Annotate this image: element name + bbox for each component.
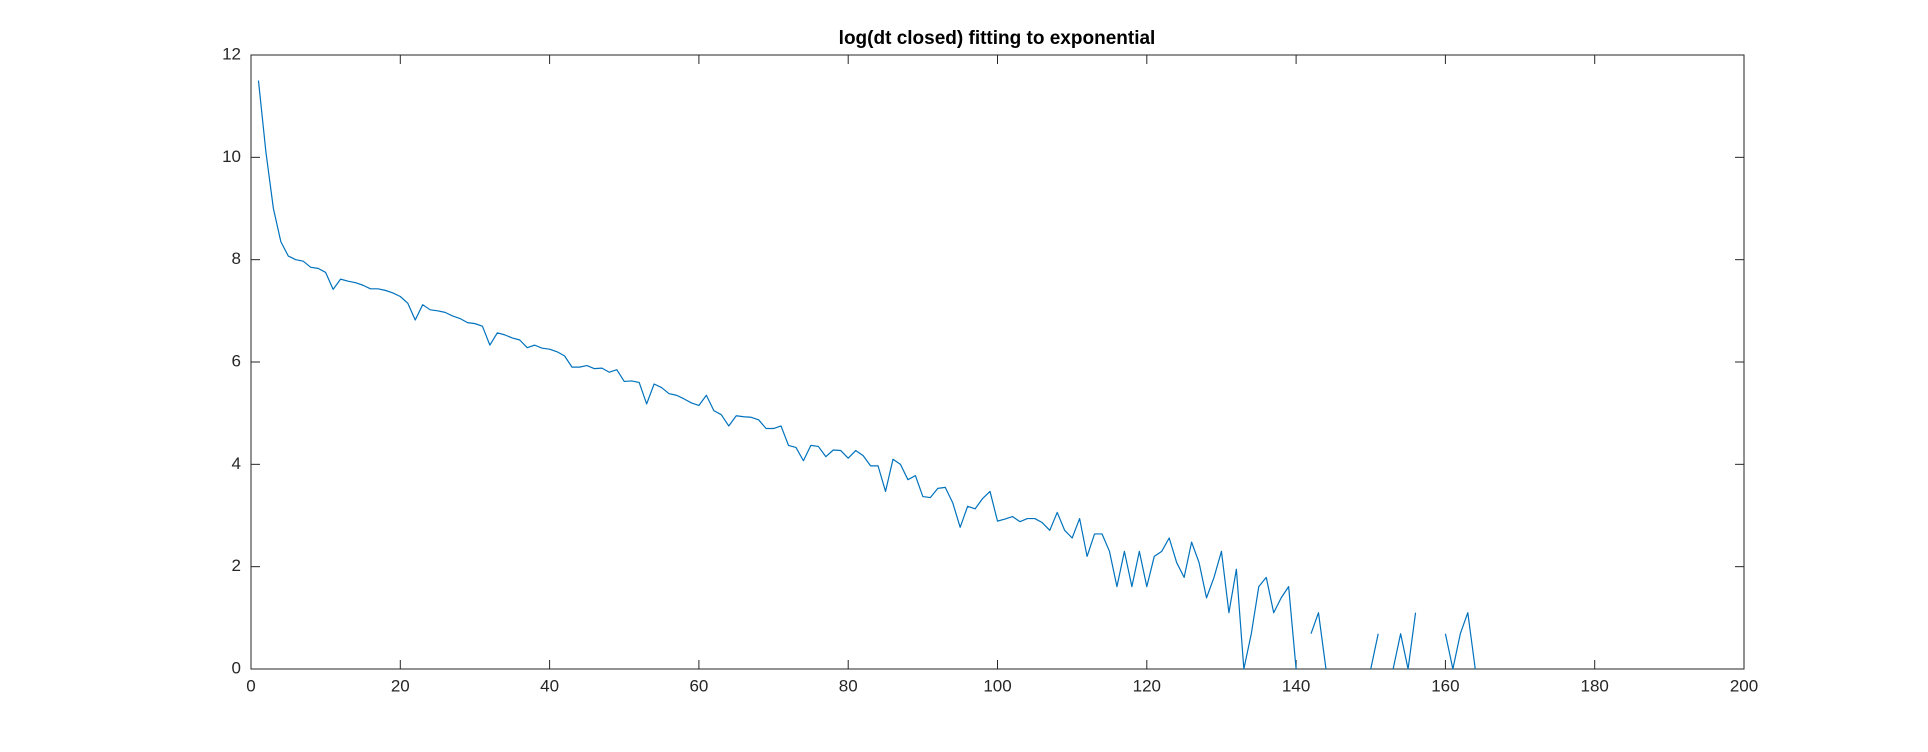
chart-title: log(dt closed) fitting to exponential — [839, 28, 1156, 49]
y-tick-label: 0 — [232, 658, 241, 677]
x-tick-label: 180 — [1581, 676, 1609, 695]
x-tick-label: 0 — [246, 676, 255, 695]
y-tick-label: 2 — [232, 556, 241, 575]
x-tick-label: 20 — [391, 676, 410, 695]
x-tick-label: 40 — [540, 676, 559, 695]
x-tick-label: 120 — [1133, 676, 1161, 695]
y-tick-label: 10 — [222, 147, 241, 166]
data-line — [257, 80, 1476, 670]
y-tick-label: 8 — [232, 249, 241, 268]
x-tick-label: 160 — [1431, 676, 1459, 695]
x-tick-label: 140 — [1282, 676, 1310, 695]
y-tick-label: 4 — [232, 454, 241, 473]
x-tick-label: 80 — [839, 676, 858, 695]
y-tick-label: 6 — [232, 351, 241, 370]
y-tick-label: 12 — [222, 44, 241, 63]
x-tick-label: 200 — [1730, 676, 1758, 695]
x-tick-label: 100 — [983, 676, 1011, 695]
x-tick-label: 60 — [689, 676, 708, 695]
